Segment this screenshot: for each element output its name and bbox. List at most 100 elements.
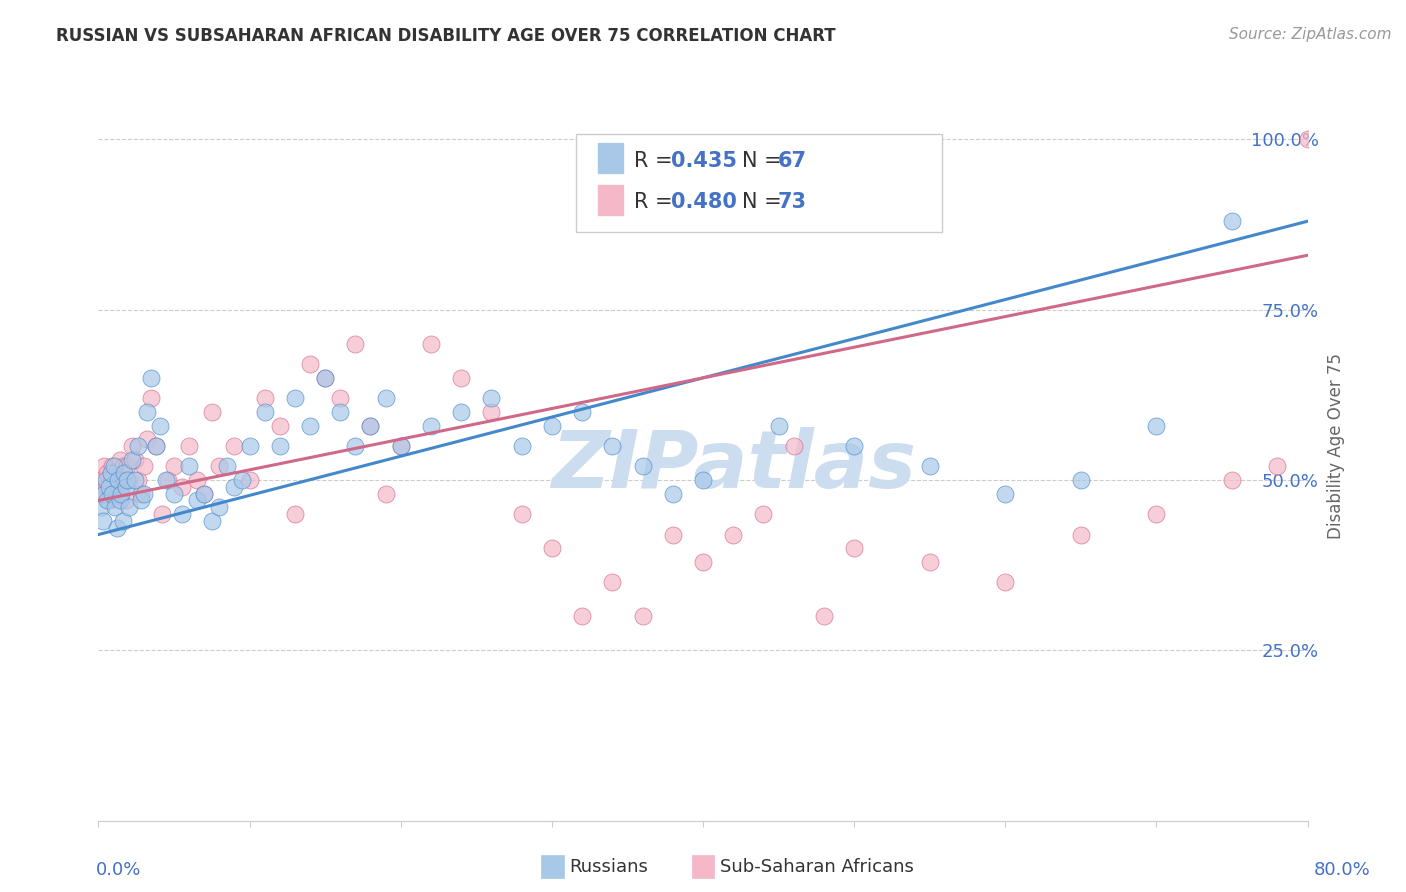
Point [114,480,136,494]
Point [344,336,367,351]
Point [108,493,131,508]
Text: ZIPatlas: ZIPatlas [551,427,915,506]
Point [389,439,412,453]
Point [94,480,117,494]
Point [91,486,114,500]
Point [844,439,866,453]
Point [111,514,134,528]
Point [201,405,224,419]
Point [121,452,143,467]
Point [90,473,112,487]
Point [103,486,125,500]
Point [752,507,775,521]
Point [186,493,208,508]
Point [127,473,149,487]
Point [231,473,253,487]
Point [571,405,593,419]
Text: N =: N = [742,193,789,212]
Point [661,486,683,500]
Point [299,418,322,433]
Point [141,392,163,406]
Point [540,541,562,556]
Point [299,357,322,371]
Point [918,459,941,474]
Point [450,371,472,385]
Point [141,371,163,385]
Point [389,439,412,453]
Point [918,555,941,569]
Text: 0.0%: 0.0% [96,861,141,879]
Point [94,473,117,487]
Point [201,514,224,528]
Point [344,439,367,453]
Point [91,514,114,528]
Point [93,459,115,474]
Point [115,473,138,487]
Point [112,473,135,487]
Point [783,439,806,453]
Point [96,493,118,508]
Text: N =: N = [742,151,789,170]
Point [1146,418,1168,433]
Point [179,439,201,453]
Text: 0.435: 0.435 [671,151,737,170]
Point [269,418,291,433]
Text: R =: R = [634,151,679,170]
Text: 80.0%: 80.0% [1315,861,1371,879]
Point [124,452,146,467]
Point [420,336,443,351]
Point [1296,132,1319,146]
Point [571,609,593,624]
Point [121,439,143,453]
Point [510,507,533,521]
Point [98,480,121,494]
Point [124,473,146,487]
Point [100,473,122,487]
Point [1070,473,1092,487]
Point [110,486,132,500]
Point [253,392,276,406]
Point [284,392,307,406]
Point [481,405,503,419]
Point [215,459,238,474]
Point [150,507,173,521]
Text: 67: 67 [778,151,807,170]
Point [115,459,138,474]
Point [284,507,307,521]
Point [90,500,112,515]
Point [108,452,131,467]
Point [112,467,135,481]
Text: Russians: Russians [569,858,648,876]
Point [224,480,246,494]
Point [631,609,654,624]
Point [768,418,790,433]
Point [111,459,134,474]
Point [420,418,443,433]
Point [329,392,352,406]
Point [104,467,127,481]
Point [145,439,167,453]
Point [107,473,129,487]
Point [994,486,1017,500]
Point [118,473,141,487]
Point [239,473,262,487]
Point [1372,132,1395,146]
Point [1327,132,1350,146]
Point [1220,473,1243,487]
Text: R =: R = [634,193,679,212]
Text: 73: 73 [778,193,807,212]
Text: 0.480: 0.480 [671,193,737,212]
Point [844,541,866,556]
Point [208,459,231,474]
Point [208,500,231,515]
Point [127,439,149,453]
Point [994,575,1017,590]
Point [374,486,396,500]
Point [314,371,336,385]
Text: RUSSIAN VS SUBSAHARAN AFRICAN DISABILITY AGE OVER 75 CORRELATION CHART: RUSSIAN VS SUBSAHARAN AFRICAN DISABILITY… [56,27,835,45]
Point [269,439,291,453]
Point [103,459,125,474]
Point [813,609,835,624]
Point [98,493,121,508]
Point [329,405,352,419]
